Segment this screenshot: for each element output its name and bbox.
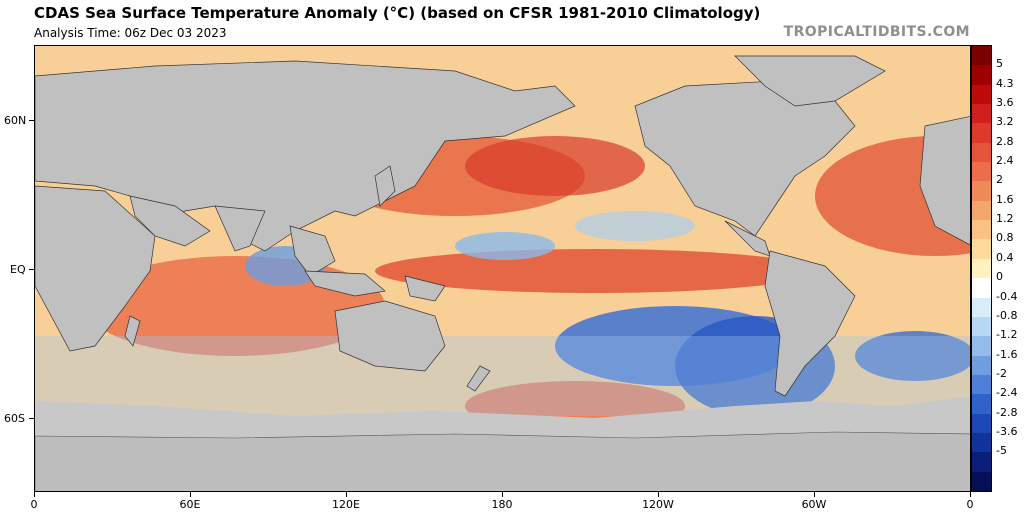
colorbar (971, 45, 992, 492)
colorbar-label: -2.4 (996, 386, 1018, 400)
lon-label-60e: 60E (179, 498, 201, 511)
colorbar-label: 3.6 (996, 96, 1014, 110)
lon-label-180: 180 (491, 498, 513, 511)
colorbar-bin (972, 374, 991, 395)
map-title: CDAS Sea Surface Temperature Anomaly (°C… (34, 4, 761, 22)
colorbar-label: 0 (996, 270, 1003, 284)
colorbar-label: -0.4 (996, 289, 1018, 303)
antarctica-land (35, 396, 970, 491)
colorbar-label: 2.4 (996, 154, 1014, 168)
lat-tick (29, 120, 34, 121)
colorbar-bin (972, 104, 991, 124)
colorbar-label: 5 (996, 57, 1003, 71)
sst-anomaly-map (34, 45, 971, 492)
colorbar-bin (972, 65, 991, 86)
lon-label-120e: 120E (332, 498, 360, 511)
lat-label-60n: 60N (4, 114, 27, 127)
colorbar-label: 0.4 (996, 250, 1014, 264)
colorbar-bin (972, 84, 991, 105)
colorbar-label: 2.8 (996, 134, 1014, 148)
colorbar-label: 4.3 (996, 76, 1014, 90)
colorbar-bin (972, 336, 991, 357)
lon-label-0-east: 0 (966, 498, 974, 511)
colorbar-bin (972, 200, 991, 221)
colorbar-label: -1.6 (996, 347, 1018, 361)
colorbar-label: -2.8 (996, 405, 1018, 419)
colorbar-label: 2 (996, 173, 1003, 187)
colorbar-label: 1.2 (996, 212, 1014, 226)
colorbar-label: -3.6 (996, 424, 1018, 438)
continents (35, 55, 970, 397)
colorbar-bin (972, 181, 991, 202)
lon-label-0: 0 (30, 498, 38, 511)
colorbar-bin (972, 432, 991, 453)
lat-tick (29, 418, 34, 419)
lat-label-60s: 60S (4, 412, 25, 425)
colorbar-label: 0.8 (996, 231, 1014, 245)
colorbar-label: -0.8 (996, 308, 1018, 322)
colorbar-label: -1.2 (996, 328, 1018, 342)
map-canvas (35, 46, 970, 491)
colorbar-bin (972, 297, 991, 318)
brand-watermark: TROPICALTIDBITS.COM (783, 24, 970, 40)
colorbar-bin (972, 220, 991, 240)
colorbar-bin (972, 123, 991, 144)
lat-tick (29, 269, 34, 270)
lon-tick (34, 492, 35, 497)
colorbar-label: -2 (996, 366, 1007, 380)
colorbar-bin (972, 258, 991, 279)
colorbar-bin (972, 413, 991, 434)
lon-tick (814, 492, 815, 497)
lon-tick (970, 492, 971, 497)
colorbar-bin (972, 162, 991, 182)
colorbar-label: 3.2 (996, 115, 1014, 129)
lon-tick (658, 492, 659, 497)
lon-label-120w: 120W (642, 498, 674, 511)
colorbar-label: 1.6 (996, 192, 1014, 206)
colorbar-bin (972, 355, 991, 376)
colorbar-bin (972, 142, 991, 163)
colorbar-bin (972, 239, 991, 260)
colorbar-bin (972, 394, 991, 415)
colorbar-bin (972, 471, 991, 492)
analysis-time: Analysis Time: 06z Dec 03 2023 (34, 26, 227, 40)
lon-tick (190, 492, 191, 497)
colorbar-bin (972, 278, 991, 299)
lat-label-eq: EQ (10, 263, 26, 276)
colorbar-label: -5 (996, 444, 1007, 458)
lon-tick (502, 492, 503, 497)
lon-label-60w: 60W (801, 498, 827, 511)
colorbar-bin (972, 46, 991, 66)
colorbar-bin (972, 452, 991, 473)
lon-tick (346, 492, 347, 497)
colorbar-bin (972, 316, 991, 337)
